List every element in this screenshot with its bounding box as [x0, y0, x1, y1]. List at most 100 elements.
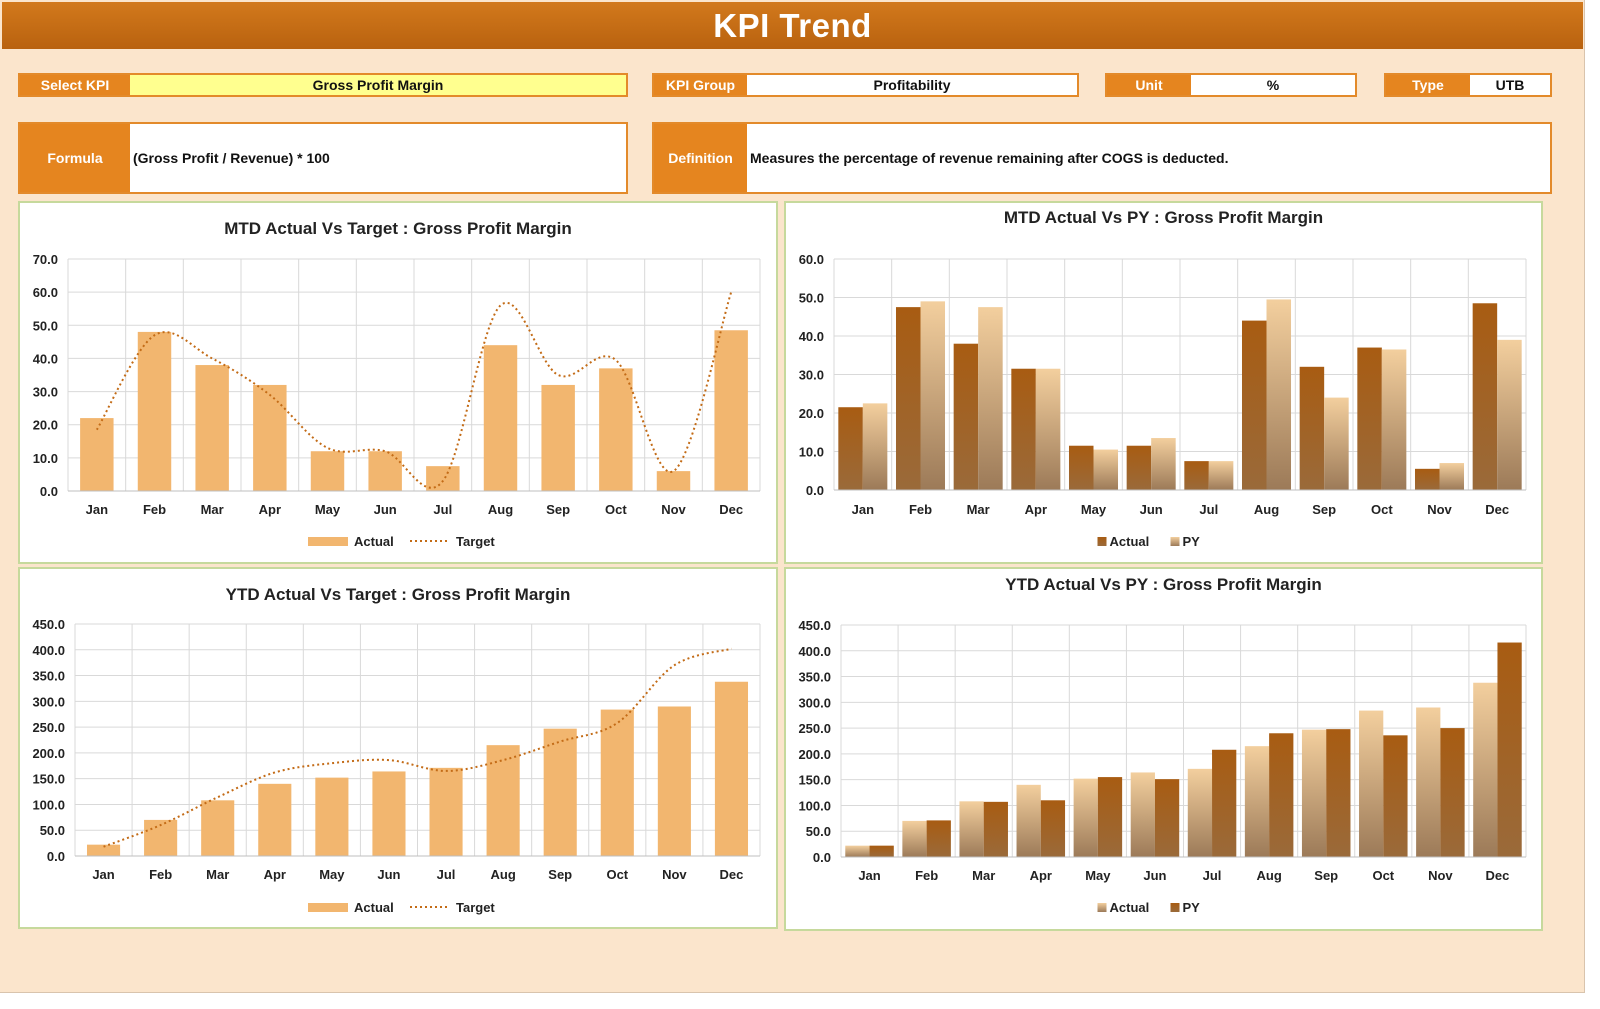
y-tick-label: 20.0 [799, 406, 824, 421]
legend-label: Target [456, 900, 495, 915]
y-tick-label: 250.0 [32, 720, 65, 735]
bar-actual-sep [541, 384, 575, 491]
x-tick-label: Jun [374, 502, 397, 517]
x-tick-label: Oct [605, 502, 627, 517]
x-tick-label: Sep [1314, 868, 1338, 883]
y-tick-label: 40.0 [799, 329, 824, 344]
y-tick-label: 350.0 [32, 669, 65, 684]
x-tick-label: Mar [972, 868, 995, 883]
kpi-group-field: KPI Group Profitability [652, 73, 1079, 97]
bar-py-dec [1497, 339, 1522, 490]
x-tick-label: Aug [1256, 868, 1281, 883]
y-tick-label: 300.0 [32, 694, 65, 709]
legend-label: Actual [1110, 534, 1150, 549]
x-tick-label: Sep [546, 502, 570, 517]
x-tick-label: Apr [264, 867, 286, 882]
chart-title: MTD Actual Vs Target : Gross Profit Marg… [224, 219, 572, 238]
bar-py-sep [1326, 729, 1351, 857]
mtd-py-chart-panel: MTD Actual Vs PY : Gross Profit Margin 0.… [784, 201, 1543, 564]
bar-actual-jun [372, 771, 406, 856]
bar-actual-dec [1473, 682, 1498, 857]
bar-actual-mar [953, 343, 979, 490]
bar-actual-aug [1241, 320, 1267, 490]
x-tick-label: Feb [149, 867, 172, 882]
bar-actual-aug [483, 345, 518, 491]
bar-actual-mar [959, 801, 984, 857]
bar-py-jun [1154, 779, 1180, 857]
x-tick-label: Apr [259, 502, 281, 517]
x-tick-label: Oct [1371, 502, 1393, 517]
y-tick-label: 250.0 [798, 721, 831, 736]
bar-py-jul [1208, 461, 1234, 490]
bar-actual-oct [600, 709, 634, 856]
legend-swatch-actual [308, 537, 348, 546]
bar-actual-apr [253, 384, 287, 491]
x-tick-label: Nov [1427, 502, 1452, 517]
y-tick-label: 0.0 [40, 484, 58, 499]
bar-actual-may [1068, 445, 1094, 490]
y-tick-label: 30.0 [799, 368, 824, 383]
legend-label: PY [1183, 900, 1201, 915]
bar-actual-dec [714, 681, 749, 856]
legend-swatch-py [1170, 537, 1180, 546]
bar-py-may [1093, 449, 1119, 490]
y-tick-label: 0.0 [806, 483, 824, 498]
unit-label: Unit [1107, 75, 1191, 95]
bar-actual-jan [86, 844, 121, 856]
x-tick-label: May [315, 502, 341, 517]
x-tick-label: Aug [1254, 502, 1279, 517]
definition-box: Definition Measures the percentage of re… [652, 122, 1552, 194]
x-tick-label: Oct [606, 867, 628, 882]
bar-py-jan [869, 845, 894, 857]
x-tick-label: Jan [852, 502, 874, 517]
y-tick-label: 50.0 [806, 824, 831, 839]
legend-label: Actual [354, 900, 394, 915]
x-tick-label: Sep [1312, 502, 1336, 517]
y-tick-label: 10.0 [33, 451, 58, 466]
bar-actual-apr [1011, 368, 1036, 490]
ytd-target-chart-panel: YTD Actual Vs Target : Gross Profit Marg… [18, 567, 778, 929]
x-tick-label: Jun [1140, 502, 1163, 517]
legend-swatch-py [1170, 903, 1180, 912]
formula-value: (Gross Profit / Revenue) * 100 [133, 150, 330, 166]
dashboard-sheet: KPI Trend Select KPI Gross Profit Margin… [0, 0, 1585, 993]
select-kpi-field[interactable]: Select KPI Gross Profit Margin [18, 73, 628, 97]
x-tick-label: Mar [206, 867, 229, 882]
page-title: KPI Trend [2, 2, 1583, 49]
bar-py-oct [1381, 349, 1407, 490]
definition-value: Measures the percentage of revenue remai… [750, 150, 1229, 166]
y-tick-label: 40.0 [33, 351, 58, 366]
x-tick-label: Jul [1203, 868, 1222, 883]
bar-py-jan [862, 403, 888, 490]
legend-swatch-actual [1097, 903, 1107, 912]
y-tick-label: 200.0 [798, 747, 831, 762]
mtd-py-chart: MTD Actual Vs PY : Gross Profit Margin 0.… [799, 208, 1527, 549]
x-tick-label: Apr [1025, 502, 1047, 517]
bar-actual-mar [195, 365, 229, 491]
select-kpi-label: Select KPI [20, 75, 130, 95]
mtd-target-chart: MTD Actual Vs Target : Gross Profit Marg… [33, 219, 761, 549]
bar-actual-jul [1187, 768, 1213, 857]
y-tick-label: 100.0 [32, 797, 65, 812]
bar-actual-may [1073, 778, 1098, 857]
x-tick-label: May [319, 867, 345, 882]
bar-actual-nov [657, 706, 691, 856]
bar-py-may [1097, 777, 1123, 857]
y-tick-label: 30.0 [33, 385, 58, 400]
bar-py-mar [978, 307, 1003, 490]
x-tick-label: Mar [967, 502, 990, 517]
formula-box: Formula (Gross Profit / Revenue) * 100 [18, 122, 628, 194]
select-kpi-dropdown[interactable]: Gross Profit Margin [130, 75, 626, 95]
bar-actual-aug [1244, 746, 1270, 857]
bar-actual-jul [1184, 461, 1209, 490]
bar-actual-dec [714, 330, 748, 491]
y-tick-label: 100.0 [798, 798, 831, 813]
y-tick-label: 0.0 [47, 849, 65, 864]
bar-actual-jan [838, 407, 863, 490]
x-tick-label: May [1081, 502, 1107, 517]
bar-py-mar [983, 801, 1008, 857]
x-tick-label: Feb [915, 868, 938, 883]
bar-actual-dec [1472, 303, 1498, 490]
unit-field: Unit % [1105, 73, 1357, 97]
y-tick-label: 10.0 [799, 445, 824, 460]
